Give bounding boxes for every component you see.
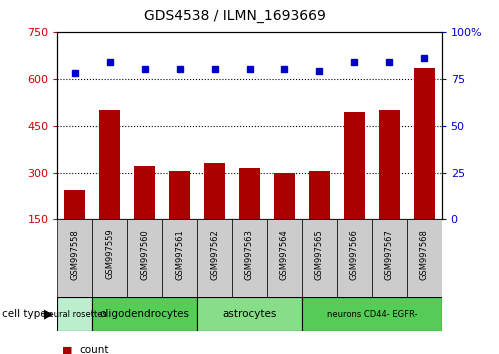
Bar [127, 219, 162, 297]
Text: GSM997562: GSM997562 [210, 229, 219, 280]
Bar [414, 68, 435, 219]
Text: GSM997566: GSM997566 [350, 229, 359, 280]
Text: GSM997560: GSM997560 [140, 229, 149, 280]
Bar [197, 297, 302, 331]
Bar [239, 168, 260, 219]
Bar [169, 171, 190, 219]
Text: ▶: ▶ [44, 308, 54, 321]
Text: neurons CD44- EGFR-: neurons CD44- EGFR- [326, 310, 417, 319]
Bar [92, 297, 197, 331]
Text: GSM997565: GSM997565 [315, 229, 324, 280]
Bar [302, 219, 337, 297]
Bar [337, 219, 372, 297]
Bar [99, 110, 120, 219]
Bar [204, 163, 225, 219]
Bar [197, 219, 232, 297]
Bar [372, 219, 407, 297]
Text: GSM997559: GSM997559 [105, 229, 114, 279]
Bar [302, 297, 442, 331]
Bar [57, 219, 92, 297]
Bar [162, 219, 197, 297]
Text: GSM997558: GSM997558 [70, 229, 79, 280]
Text: cell type: cell type [2, 309, 47, 319]
Text: GDS4538 / ILMN_1693669: GDS4538 / ILMN_1693669 [144, 9, 325, 23]
Bar [344, 112, 365, 219]
Text: GSM997561: GSM997561 [175, 229, 184, 280]
Bar [92, 219, 127, 297]
Text: GSM997563: GSM997563 [245, 229, 254, 280]
Text: GSM997564: GSM997564 [280, 229, 289, 280]
Bar [64, 190, 85, 219]
Text: ■: ■ [62, 346, 73, 354]
Bar [267, 219, 302, 297]
Bar [134, 166, 155, 219]
Text: GSM997567: GSM997567 [385, 229, 394, 280]
Text: neural rosettes: neural rosettes [43, 310, 107, 319]
Text: astrocytes: astrocytes [223, 309, 276, 319]
Bar [379, 110, 400, 219]
Bar [232, 219, 267, 297]
Bar [309, 171, 330, 219]
Text: oligodendrocytes: oligodendrocytes [100, 309, 190, 319]
Bar [57, 297, 92, 331]
Text: GSM997568: GSM997568 [420, 229, 429, 280]
Bar [407, 219, 442, 297]
Bar [274, 172, 295, 219]
Text: count: count [80, 346, 109, 354]
